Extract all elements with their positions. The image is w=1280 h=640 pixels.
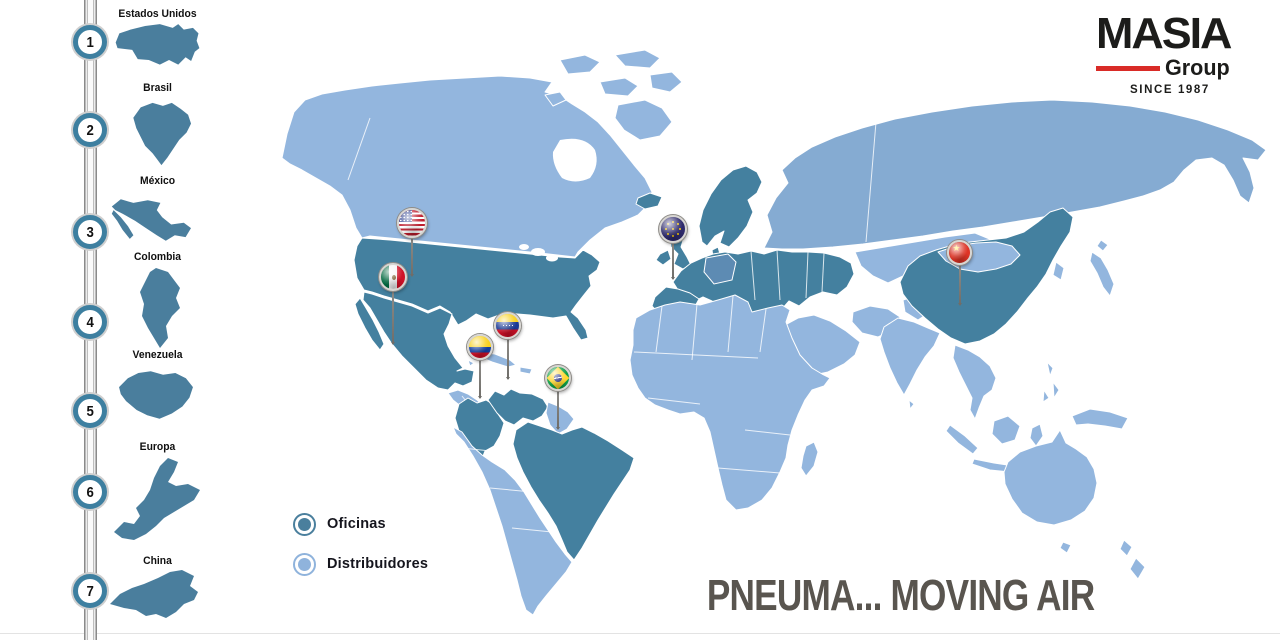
brazil-flag-icon bbox=[545, 365, 571, 391]
timeline-step-4: 4 bbox=[73, 305, 107, 339]
colombia-silhouette-icon bbox=[140, 268, 180, 348]
bottom-divider bbox=[0, 633, 1280, 634]
map-pin-mexico bbox=[379, 263, 407, 345]
venezuela-silhouette-icon bbox=[119, 371, 193, 419]
timeline-label-mexico: México bbox=[139, 175, 176, 187]
timeline-label-brasil: Brasil bbox=[143, 82, 172, 94]
map-pin-brazil bbox=[545, 365, 571, 430]
timeline-step-3: 3 bbox=[73, 215, 107, 249]
logo-since-text: SINCE 1987 bbox=[1130, 84, 1210, 96]
pin-stem bbox=[478, 358, 482, 399]
region-mexico bbox=[362, 291, 475, 391]
tagline: PNEUMA... MOVING AIR bbox=[706, 571, 1094, 620]
map-pin-europe bbox=[659, 215, 687, 280]
map-pin-colombia bbox=[467, 334, 493, 399]
region-russia bbox=[763, 99, 1267, 250]
region-brazil bbox=[512, 421, 635, 561]
map-pin-venezuela bbox=[494, 312, 521, 380]
brazil-silhouette-icon bbox=[133, 102, 192, 166]
timeline-step-7: 7 bbox=[73, 574, 107, 608]
pin-stem bbox=[505, 337, 510, 380]
legend-distributors-label: Distribuidores bbox=[327, 556, 429, 572]
mexico-silhouette-icon bbox=[111, 199, 191, 241]
timeline-step-6: 6 bbox=[73, 475, 107, 509]
europe-flag-icon bbox=[659, 215, 687, 243]
timeline-label-colombia: Colombia bbox=[133, 251, 182, 263]
europe-silhouette-icon bbox=[114, 458, 200, 540]
pin-stem bbox=[556, 389, 560, 430]
legend-distributors: Distribuidores bbox=[293, 550, 428, 578]
masia-logo: MASIA Group SINCE 1987 bbox=[1096, 12, 1246, 96]
colombia-flag-icon bbox=[467, 334, 493, 360]
logo-red-line bbox=[1096, 65, 1160, 71]
map-pin-usa bbox=[397, 208, 427, 277]
venezuela-flag-icon bbox=[494, 312, 521, 339]
mexico-flag-icon bbox=[379, 263, 407, 291]
usa-flag-icon bbox=[397, 208, 427, 238]
legend-offices-label: Oficinas bbox=[327, 516, 386, 532]
timeline-step-2: 2 bbox=[73, 113, 107, 147]
pin-stem bbox=[957, 263, 962, 306]
china-flag-icon bbox=[947, 240, 972, 265]
region-africa bbox=[629, 294, 831, 511]
map-legend: Oficinas Distribuidores bbox=[293, 510, 428, 590]
timeline-label-venezuela: Venezuela bbox=[132, 349, 183, 361]
logo-brand-text: MASIA bbox=[1096, 9, 1232, 58]
region-canada bbox=[281, 75, 653, 258]
region-usa bbox=[353, 237, 601, 341]
region-australia bbox=[1003, 429, 1098, 526]
timeline-label-estados-unidos: Estados Unidos bbox=[118, 8, 197, 20]
timeline-label-china: China bbox=[143, 555, 172, 567]
logo-group-text: Group bbox=[1165, 55, 1230, 80]
offices-dot-icon bbox=[293, 512, 316, 536]
map-pin-china bbox=[947, 240, 972, 306]
distributors-dot-icon bbox=[293, 552, 316, 576]
timeline-label-europa: Europa bbox=[139, 441, 176, 453]
pin-stem bbox=[671, 241, 675, 280]
pin-stem bbox=[410, 236, 414, 277]
timeline-step-1: 1 bbox=[73, 25, 107, 59]
usa-silhouette-icon bbox=[115, 24, 200, 65]
timeline-step-5: 5 bbox=[73, 394, 107, 428]
pin-stem bbox=[391, 289, 395, 345]
china-silhouette-icon bbox=[110, 570, 198, 618]
legend-offices: Oficinas bbox=[293, 510, 428, 538]
